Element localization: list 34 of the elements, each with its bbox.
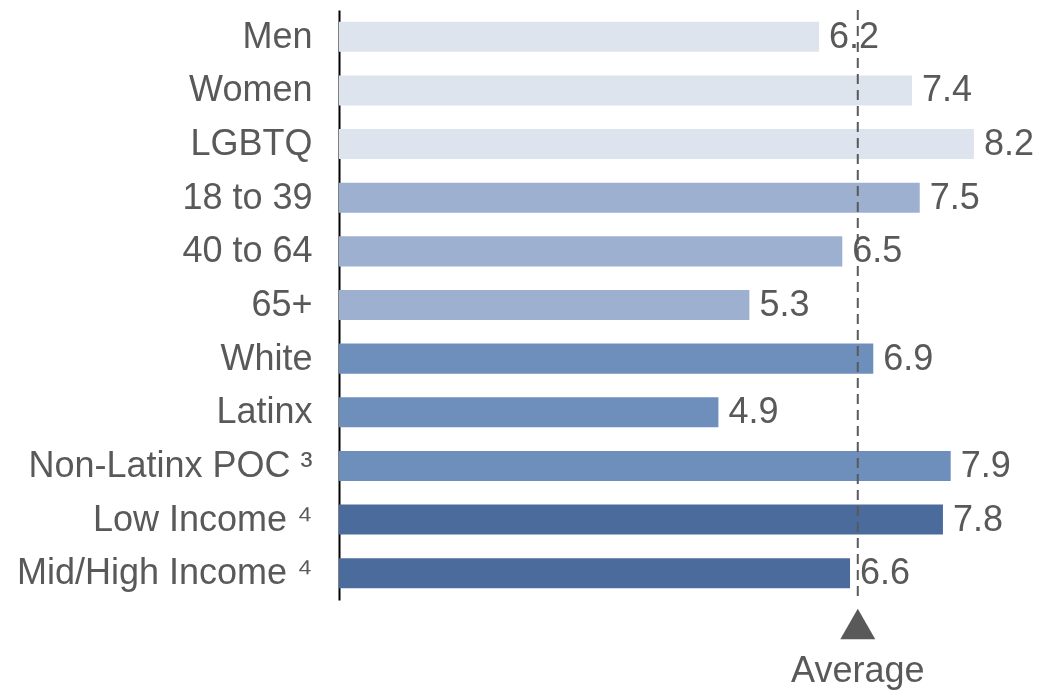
data-label: 7.9	[960, 443, 1011, 485]
data-label: 7.8	[952, 497, 1003, 539]
bar	[339, 182, 920, 213]
bar	[339, 236, 843, 267]
y-tick-label: LGBTQ	[190, 122, 313, 164]
y-tick-label: 65+	[251, 283, 313, 324]
data-label: 7.4	[921, 68, 973, 110]
y-tick-label: Women	[189, 68, 313, 110]
bar	[339, 558, 851, 589]
bar	[339, 129, 974, 160]
bar	[339, 504, 943, 535]
data-label: 7.5	[929, 175, 980, 217]
data-label: 6.9	[883, 336, 934, 378]
data-label: 6.6	[860, 551, 911, 593]
bar	[339, 75, 912, 106]
y-tick-label: Men	[242, 14, 313, 56]
data-label: 6.2	[829, 14, 880, 56]
data-label: 6.5	[852, 229, 903, 271]
ref-line-label: Average	[791, 649, 925, 690]
bar	[339, 397, 719, 428]
y-tick-label: 18 to 39	[182, 175, 313, 217]
data-label: 8.2	[983, 122, 1034, 164]
bar	[339, 289, 750, 321]
y-tick-label: 40 to 64	[182, 229, 313, 271]
y-tick-label: Mid/High Income ⁴	[16, 551, 313, 593]
y-tick-label: Latinx	[216, 390, 313, 432]
y-tick-label: White	[220, 336, 313, 378]
bar	[339, 450, 951, 481]
y-tick-label: Non-Latinx POC ³	[28, 443, 313, 485]
data-label: 5.3	[759, 283, 810, 324]
bar	[339, 343, 874, 374]
y-tick-label: Low Income ⁴	[92, 497, 313, 539]
bar	[339, 21, 820, 52]
data-label: 4.9	[728, 390, 779, 432]
